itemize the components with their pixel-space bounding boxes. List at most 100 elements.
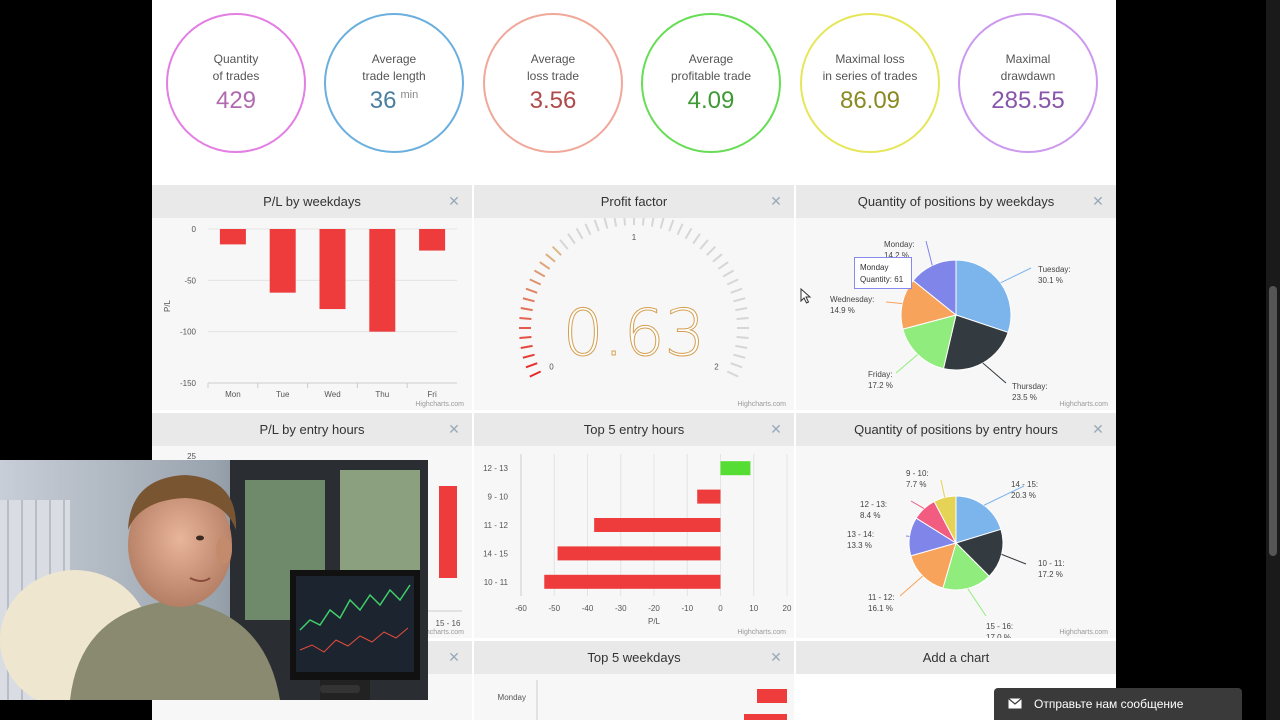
gauge-tick (733, 297, 746, 303)
highcharts-credit[interactable]: Highcharts.com (415, 629, 464, 636)
gauge-tick (529, 370, 542, 378)
x-tick-label: Wed (324, 390, 340, 399)
bar[interactable] (757, 689, 787, 703)
pie-slice[interactable] (942, 542, 990, 591)
stat-circle: Quantity of trades 429 (166, 13, 306, 153)
chat-widget[interactable]: Отправьте нам сообщение (994, 688, 1242, 720)
stat-value: 86.09 (802, 87, 938, 115)
stat-label-line: Quantity (213, 52, 259, 66)
gauge-tick (712, 253, 723, 263)
chat-label[interactable]: Отправьте нам сообщение (1034, 697, 1184, 711)
webcam-frame-image (0, 460, 428, 700)
scrollbar-thumb[interactable] (1269, 286, 1277, 556)
stat-value: 3.56 (485, 87, 621, 115)
gauge-tick (735, 344, 748, 349)
close-icon[interactable]: ✕ (1092, 193, 1104, 209)
stat-label: Average loss trade (485, 51, 621, 85)
gauge-tick (525, 287, 538, 294)
bar[interactable] (219, 229, 246, 245)
highcharts-credit[interactable]: Highcharts.com (737, 401, 786, 408)
pie-label-pct: 14.2 % (884, 251, 909, 260)
stat-label-line: profitable trade (670, 69, 752, 83)
bar[interactable] (744, 714, 787, 720)
close-icon[interactable]: ✕ (770, 649, 782, 665)
profit-factor-gauge: 0 1 2 0.63 Highcharts.com (519, 218, 786, 408)
tooltip-name: Monday (860, 263, 889, 272)
stat-number: 3.56 (529, 87, 577, 114)
pie-slice[interactable] (955, 259, 1012, 334)
highcharts-credit[interactable]: Highcharts.com (1059, 629, 1108, 636)
gauge-tick-label: 1 (632, 233, 637, 242)
page-scrollbar[interactable] (1266, 0, 1280, 720)
pie-connector (925, 240, 933, 266)
bar[interactable] (269, 229, 296, 293)
close-icon[interactable]: ✕ (770, 193, 782, 209)
pie-label-name: 11 - 12: (868, 593, 895, 602)
y-tick-label: Monday (498, 693, 526, 702)
pie-label-pct: 8.4 % (860, 511, 880, 520)
pie-slice[interactable] (942, 314, 1009, 371)
bar[interactable] (544, 574, 721, 589)
close-icon[interactable]: ✕ (770, 421, 782, 437)
gauge-tick (567, 233, 576, 245)
gauge-tick (735, 307, 748, 312)
pie-label-name: 9 - 10: (906, 469, 929, 478)
x-tick-label: -40 (582, 604, 594, 613)
pie-slice[interactable] (955, 528, 1004, 577)
pie-slice[interactable] (900, 279, 958, 330)
gauge-tick (519, 335, 532, 340)
pie-slice[interactable] (933, 495, 957, 544)
panel-pl-weekdays: P/L by weekdays ✕ 0 -50 -100 -150 P/L Mon Tue W… (152, 185, 472, 410)
gauge-tick (575, 227, 584, 240)
bar[interactable] (594, 518, 721, 532)
stat-label: Maximal drawdawn (960, 51, 1096, 85)
x-tick-label: Mon (225, 390, 241, 399)
bar[interactable] (439, 486, 457, 578)
pie-label-name: Thursday: (1012, 382, 1048, 391)
pie-slice[interactable] (912, 259, 957, 317)
add-chart-title[interactable]: Add a chart (922, 650, 990, 665)
pie-label-name: 14 - 15: (1011, 480, 1038, 489)
close-icon[interactable]: ✕ (1092, 421, 1104, 437)
stat-number: 4.09 (687, 87, 735, 114)
stat-label: Average profitable trade (643, 51, 779, 85)
stat-label-line: Average (371, 52, 417, 66)
gauge-tick (584, 223, 592, 236)
bar[interactable] (369, 229, 396, 332)
qty-hours-pie: 14 - 15: 20.3 % 10 - 11: 17.2 % 15 - 16: 17.0… (847, 469, 1108, 638)
pie-label-pct: 16.1 % (868, 604, 893, 613)
gauge-tick (520, 307, 533, 312)
bar[interactable] (319, 229, 346, 310)
gauge-tick (603, 218, 609, 229)
pie-label-name: Friday: (868, 370, 892, 379)
pl-weekdays-chart: 0 -50 -100 -150 P/L Mon Tue Wed Thu Fri Highcharts… (163, 225, 464, 408)
panel-profit-factor: Profit factor ✕ 0 1 2 0.63 Highcharts.com (474, 185, 794, 410)
pie-slice[interactable] (910, 542, 957, 589)
gauge-tick (684, 227, 693, 240)
highcharts-credit[interactable]: Highcharts.com (737, 629, 786, 636)
close-icon[interactable]: ✕ (448, 421, 460, 437)
pie-connector (899, 575, 923, 597)
x-tick-label: 0 (718, 604, 723, 613)
bar[interactable] (697, 489, 721, 504)
stat-circle: Maximal drawdawn 285.55 (958, 13, 1098, 153)
bar[interactable] (557, 546, 721, 561)
close-icon[interactable]: ✕ (448, 193, 460, 209)
x-tick-label: -50 (548, 604, 560, 613)
bar[interactable] (720, 461, 751, 476)
bar[interactable] (419, 229, 446, 251)
panel-header: P/L by entry hours ✕ (152, 413, 472, 446)
gauge-tick (717, 261, 729, 270)
close-icon[interactable]: ✕ (448, 649, 460, 665)
highcharts-credit[interactable]: Highcharts.com (415, 401, 464, 408)
panel-add-chart[interactable]: Add a chart (796, 641, 1116, 720)
stat-number: 36 (369, 87, 397, 114)
pie-slice[interactable] (955, 495, 1002, 544)
envelope-icon (1008, 698, 1022, 709)
y-tick-label: 25 (187, 452, 196, 461)
pie-slice[interactable] (902, 314, 957, 370)
highcharts-credit[interactable]: Highcharts.com (1059, 401, 1108, 408)
x-tick-label: 20 (783, 604, 792, 613)
stat-unit: min (400, 89, 419, 101)
